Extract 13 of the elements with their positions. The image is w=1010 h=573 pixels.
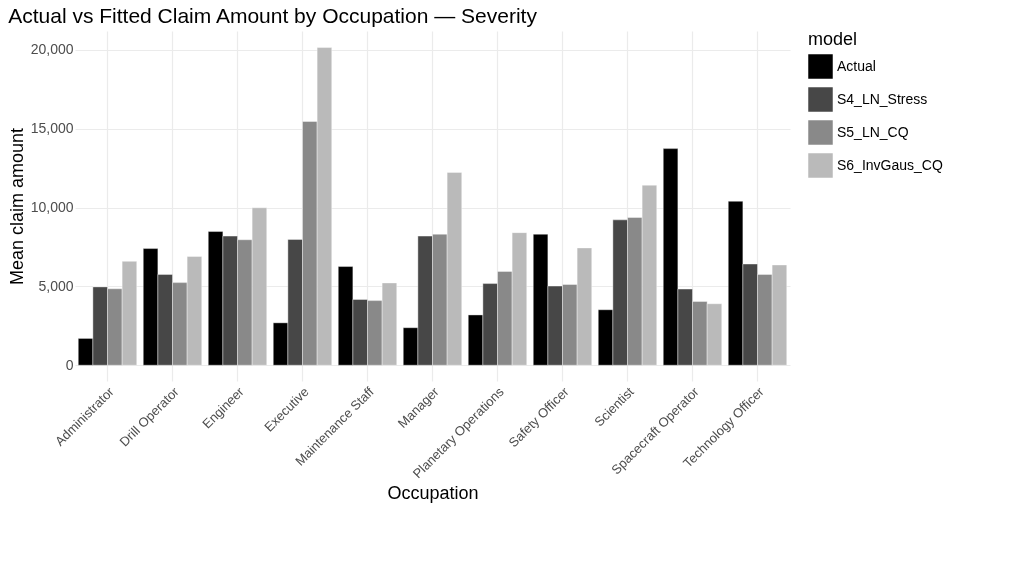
legend-label: S4_LN_Stress <box>837 90 928 107</box>
x-axis-title: Occupation <box>387 483 479 504</box>
y-tick-label: 5,000 <box>38 277 74 294</box>
y-tick-label: 0 <box>65 356 74 373</box>
y-axis-title: Mean claim amount <box>6 127 27 286</box>
legend-label: Actual <box>837 57 876 74</box>
chart-title: Actual vs Fitted Claim Amount by Occupation — Severity <box>8 4 538 27</box>
legend-label: S6_InvGaus_CQ <box>837 156 943 173</box>
y-tick-label: 15,000 <box>30 120 74 137</box>
legend-label: S5_LN_CQ <box>837 123 909 140</box>
legend-title: model <box>808 29 858 49</box>
y-tick-label: 20,000 <box>30 41 74 58</box>
y-tick-label: 10,000 <box>30 199 74 216</box>
